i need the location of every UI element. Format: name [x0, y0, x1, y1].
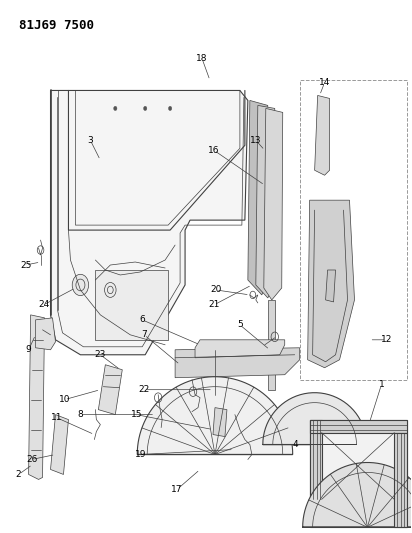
Polygon shape: [248, 100, 268, 295]
Text: 8: 8: [77, 410, 83, 419]
Text: 11: 11: [51, 413, 62, 422]
Text: 4: 4: [293, 440, 299, 449]
Text: 6: 6: [139, 316, 145, 325]
Polygon shape: [195, 340, 285, 358]
Polygon shape: [310, 419, 322, 499]
Polygon shape: [175, 348, 300, 378]
Text: 21: 21: [208, 301, 220, 309]
Polygon shape: [303, 463, 412, 527]
Text: 7: 7: [141, 330, 147, 340]
Text: 20: 20: [210, 286, 222, 294]
Polygon shape: [268, 300, 275, 390]
Polygon shape: [315, 95, 330, 175]
Text: 2: 2: [16, 470, 21, 479]
Text: 81J69 7500: 81J69 7500: [19, 19, 94, 31]
Text: 24: 24: [38, 301, 49, 309]
Polygon shape: [213, 408, 227, 437]
Text: 15: 15: [131, 410, 142, 419]
Text: 23: 23: [95, 350, 106, 359]
Text: 5: 5: [237, 320, 243, 329]
Polygon shape: [308, 200, 354, 368]
Polygon shape: [35, 318, 56, 350]
Polygon shape: [310, 419, 407, 433]
Polygon shape: [256, 106, 275, 298]
Text: 1: 1: [379, 380, 384, 389]
Circle shape: [114, 106, 117, 110]
Text: 10: 10: [59, 395, 70, 404]
Bar: [300, 80, 407, 379]
Circle shape: [169, 106, 172, 110]
Polygon shape: [263, 393, 366, 445]
Polygon shape: [51, 91, 248, 355]
Circle shape: [143, 106, 147, 110]
Polygon shape: [28, 315, 44, 480]
Polygon shape: [325, 270, 335, 302]
Polygon shape: [51, 415, 68, 474]
Text: 22: 22: [138, 385, 150, 394]
Polygon shape: [310, 419, 407, 527]
Text: 19: 19: [134, 450, 146, 459]
Polygon shape: [394, 433, 407, 527]
Text: 17: 17: [171, 485, 183, 494]
Text: 18: 18: [196, 54, 208, 63]
Circle shape: [72, 274, 89, 296]
Polygon shape: [137, 377, 293, 455]
Polygon shape: [95, 270, 168, 340]
Text: 14: 14: [319, 78, 330, 87]
Text: 13: 13: [250, 136, 262, 145]
Text: 25: 25: [20, 261, 31, 270]
Text: 26: 26: [26, 455, 37, 464]
Text: 3: 3: [87, 136, 93, 145]
Text: 16: 16: [208, 146, 220, 155]
Polygon shape: [98, 365, 122, 415]
Text: 9: 9: [26, 345, 31, 354]
Polygon shape: [264, 108, 283, 300]
Text: 12: 12: [381, 335, 392, 344]
